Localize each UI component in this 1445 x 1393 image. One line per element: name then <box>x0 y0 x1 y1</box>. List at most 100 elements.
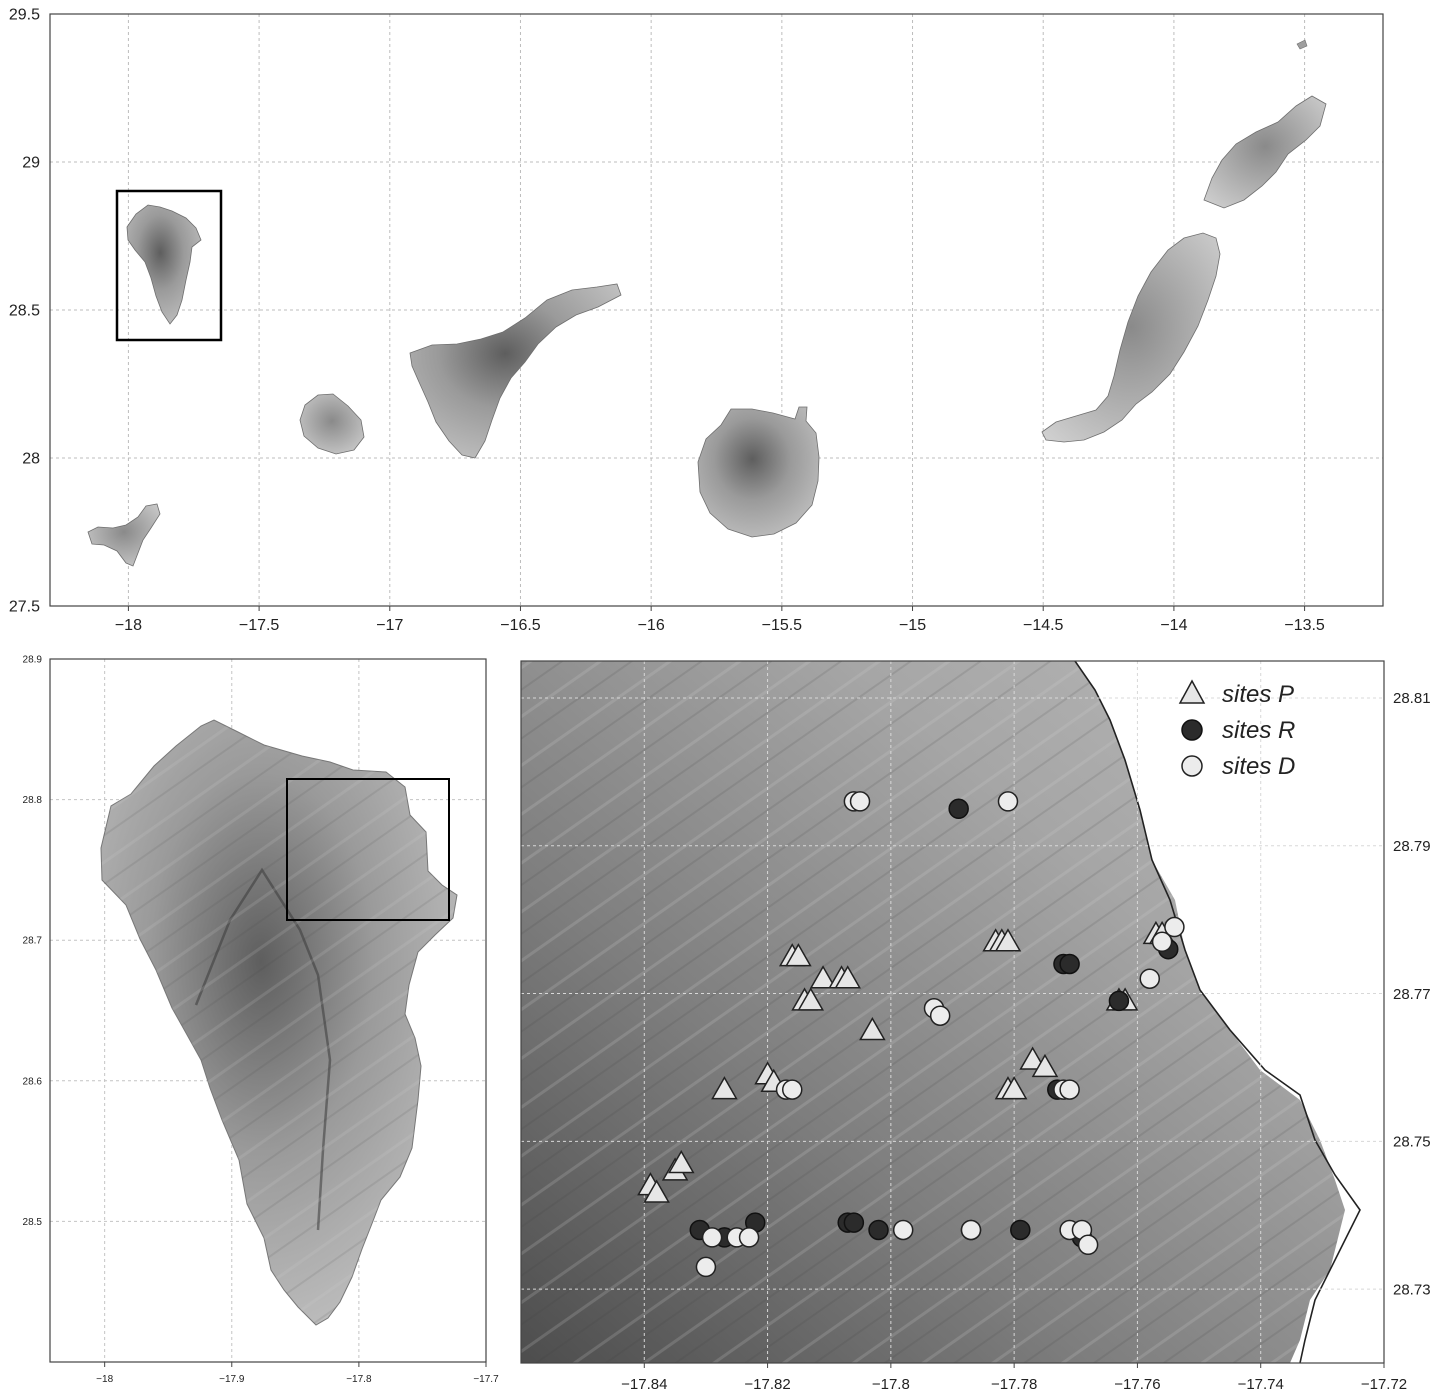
legend-label-sites-d: sites D <box>1222 753 1295 780</box>
x-tick-label: −15 <box>899 617 926 634</box>
x-tick-label: −17.82 <box>744 1376 790 1393</box>
detail-coastline <box>1074 661 1361 1363</box>
x-tick-label: −17.74 <box>1238 1376 1284 1393</box>
site-d-marker <box>997 791 1019 812</box>
x-tick-label: −17.84 <box>621 1376 667 1393</box>
x-tick-label: −17.8 <box>346 1374 372 1385</box>
y-tick-label: 28.8 <box>23 795 43 806</box>
site-r-marker <box>1059 953 1080 975</box>
x-tick-label: −14 <box>1160 617 1187 634</box>
island-la-gomera <box>299 393 365 455</box>
x-tick-label: −16.5 <box>500 617 541 634</box>
site-p-marker <box>785 943 812 967</box>
detail-gridlines <box>521 661 1384 1363</box>
x-tick-label: −18 <box>115 617 142 634</box>
x-tick-label: −17 <box>376 617 403 634</box>
la-palma-x-tick-labels: −18 −17.9 −17.8 −17.7 <box>96 1362 499 1385</box>
x-tick-label: −17.76 <box>1114 1376 1160 1393</box>
site-d-marker <box>701 1227 723 1248</box>
site-p-marker <box>643 1179 670 1203</box>
island-el-hierro <box>87 503 161 567</box>
y-tick-label: 28.6 <box>23 1076 43 1087</box>
overview-frame <box>49 13 1384 607</box>
legend-label-sites-p: sites P <box>1222 681 1294 708</box>
x-tick-label: −17.8 <box>872 1376 910 1393</box>
y-tick-label: 29 <box>22 155 40 172</box>
y-tick-label: 28.7 <box>23 936 43 947</box>
overview-la-palma-box <box>115 189 223 342</box>
site-p-marker <box>859 1016 886 1041</box>
site-p-marker <box>1000 1076 1028 1100</box>
detail-y-tick-labels: 28.81 28.79 28.77 28.75 28.73 <box>1393 690 1431 1298</box>
y-tick-label: 28.5 <box>23 1217 43 1228</box>
overview-x-tick-labels: −18 −17.5 −17 −16.5 −16 −15.5 −15 −14.5 −14 −13.5 <box>115 606 1325 634</box>
x-tick-label: −17.5 <box>239 617 280 634</box>
detail-frame <box>520 660 1385 1364</box>
site-d-marker <box>929 1005 951 1026</box>
legend-marker-sites-r <box>1181 719 1203 741</box>
site-r-marker <box>1108 990 1130 1012</box>
y-tick-label: 28 <box>22 451 40 468</box>
y-tick-label: 28.77 <box>1393 986 1431 1003</box>
x-tick-label: −17.78 <box>991 1376 1037 1393</box>
detail-legend: sites P sites R sites D <box>1178 679 1295 780</box>
y-tick-label: 28.73 <box>1393 1281 1431 1298</box>
y-tick-label: 29.5 <box>9 7 40 24</box>
site-d-marker <box>738 1227 760 1248</box>
site-p-marker <box>994 928 1022 952</box>
site-p-marker <box>667 1149 695 1174</box>
site-d-marker <box>1164 916 1185 938</box>
y-tick-label: 28.79 <box>1393 838 1431 855</box>
legend-marker-sites-p <box>1178 679 1206 704</box>
site-p-marker <box>1031 1053 1059 1078</box>
x-tick-label: −17.7 <box>473 1374 499 1385</box>
detail-x-tick-labels: −17.84 −17.82 −17.8 −17.78 −17.76 −17.74 −17.7… <box>621 1363 1407 1393</box>
site-d-marker <box>892 1219 914 1241</box>
site-d-marker <box>1059 1079 1080 1100</box>
legend-label-sites-r: sites R <box>1222 717 1295 744</box>
la-palma-panel: −18 −17.9 −17.8 −17.7 28.9 28.8 28.7 28.6 28.5 <box>23 655 500 1386</box>
x-tick-label: −17.72 <box>1361 1376 1407 1393</box>
site-d-marker <box>1151 931 1173 953</box>
site-p-marker <box>797 987 825 1011</box>
x-tick-label: −16 <box>638 617 665 634</box>
y-tick-label: 28.75 <box>1393 1134 1431 1151</box>
site-d-marker <box>960 1219 982 1241</box>
site-p-marker <box>809 965 837 989</box>
site-d-marker <box>849 791 871 812</box>
y-tick-label: 27.5 <box>9 599 40 616</box>
island-lanzarote <box>1203 95 1327 209</box>
x-tick-label: −13.5 <box>1284 617 1325 634</box>
overview-y-tick-labels: 29.5 29 28.5 28 27.5 <box>9 7 40 616</box>
site-r-marker <box>1010 1219 1031 1241</box>
site-p-marker <box>834 965 861 989</box>
island-gran-canaria <box>697 406 820 538</box>
y-tick-label: 28.5 <box>9 303 40 320</box>
site-d-marker <box>695 1256 717 1278</box>
la-palma-texture <box>101 720 457 1325</box>
x-tick-label: −15.5 <box>762 617 803 634</box>
site-r-marker <box>843 1212 865 1233</box>
site-r-marker <box>868 1219 889 1241</box>
y-tick-label: 28.9 <box>23 655 43 666</box>
site-d-marker <box>781 1079 803 1100</box>
overview-islands <box>87 39 1327 567</box>
la-palma-detail-box <box>286 778 450 921</box>
overview-panel: −18 −17.5 −17 −16.5 −16 −15.5 −15 −14.5 −14 −13.5… <box>9 7 1384 634</box>
site-d-marker <box>1139 968 1161 989</box>
detail-site-markers <box>637 791 1185 1278</box>
x-tick-label: −17.9 <box>219 1374 245 1385</box>
x-tick-label: −18 <box>96 1374 113 1385</box>
detail-panel: −17.84 −17.82 −17.8 −17.78 −17.76 −17.74 −17.7… <box>520 660 1431 1393</box>
y-tick-label: 28.81 <box>1393 690 1431 707</box>
island-la-palma <box>126 204 202 325</box>
island-tenerife <box>409 283 622 459</box>
site-p-marker <box>711 1076 738 1100</box>
x-tick-label: −14.5 <box>1023 617 1064 634</box>
site-p-marker <box>1019 1046 1046 1070</box>
island-fuerteventura <box>1041 232 1221 443</box>
islet-alegranza <box>1296 39 1308 50</box>
site-d-marker <box>1077 1234 1099 1256</box>
legend-marker-sites-d <box>1181 755 1203 777</box>
